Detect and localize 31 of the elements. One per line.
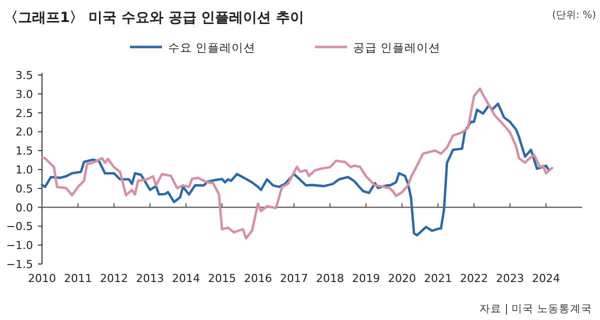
x-tick-label: 2018 <box>316 272 344 285</box>
x-tick-label: 2020 <box>388 272 416 285</box>
y-tick-label: 0.0 <box>16 201 33 214</box>
y-tick-label: −1.0 <box>6 239 33 252</box>
y-tick-label: −1.5 <box>6 258 33 271</box>
x-tick-label: 2014 <box>172 272 200 285</box>
y-tick-label: 1.0 <box>16 164 33 176</box>
x-tick-label: 2010 <box>28 272 56 285</box>
x-tick-label: 2023 <box>496 272 524 285</box>
x-tick-label: 2017 <box>280 272 308 285</box>
y-tick-label: 2.0 <box>16 126 33 139</box>
x-tick-label: 2015 <box>208 272 236 285</box>
y-tick-label: −0.5 <box>6 220 33 234</box>
y-tick-label: 1.5 <box>16 144 33 158</box>
y-tick-label: 0.5 <box>16 182 33 196</box>
legend-label: 공급 인플레이션 <box>353 40 441 54</box>
x-tick-label: 2012 <box>100 272 128 285</box>
y-tick-label: 2.5 <box>16 106 33 120</box>
chart-title: 〈그래프1〉 미국 수요와 공급 인플레이션 추이 <box>4 10 304 26</box>
y-tick-label: 3.5 <box>16 69 33 82</box>
x-tick-label: 2011 <box>64 272 92 285</box>
x-tick-label: 2013 <box>136 272 164 285</box>
text: (단위: %) <box>552 10 596 21</box>
text: 자료 | 미국 노동통계국 <box>479 303 592 315</box>
x-tick-label: 2019 <box>352 272 380 285</box>
legend-label: 수요 인플레이션 <box>168 40 256 54</box>
x-tick-label: 2021 <box>424 272 452 285</box>
x-tick-label: 2024 <box>532 272 560 285</box>
x-tick-label: 2016 <box>244 272 272 285</box>
y-tick-label: 3.0 <box>16 88 33 101</box>
x-tick-label: 2022 <box>460 272 488 285</box>
